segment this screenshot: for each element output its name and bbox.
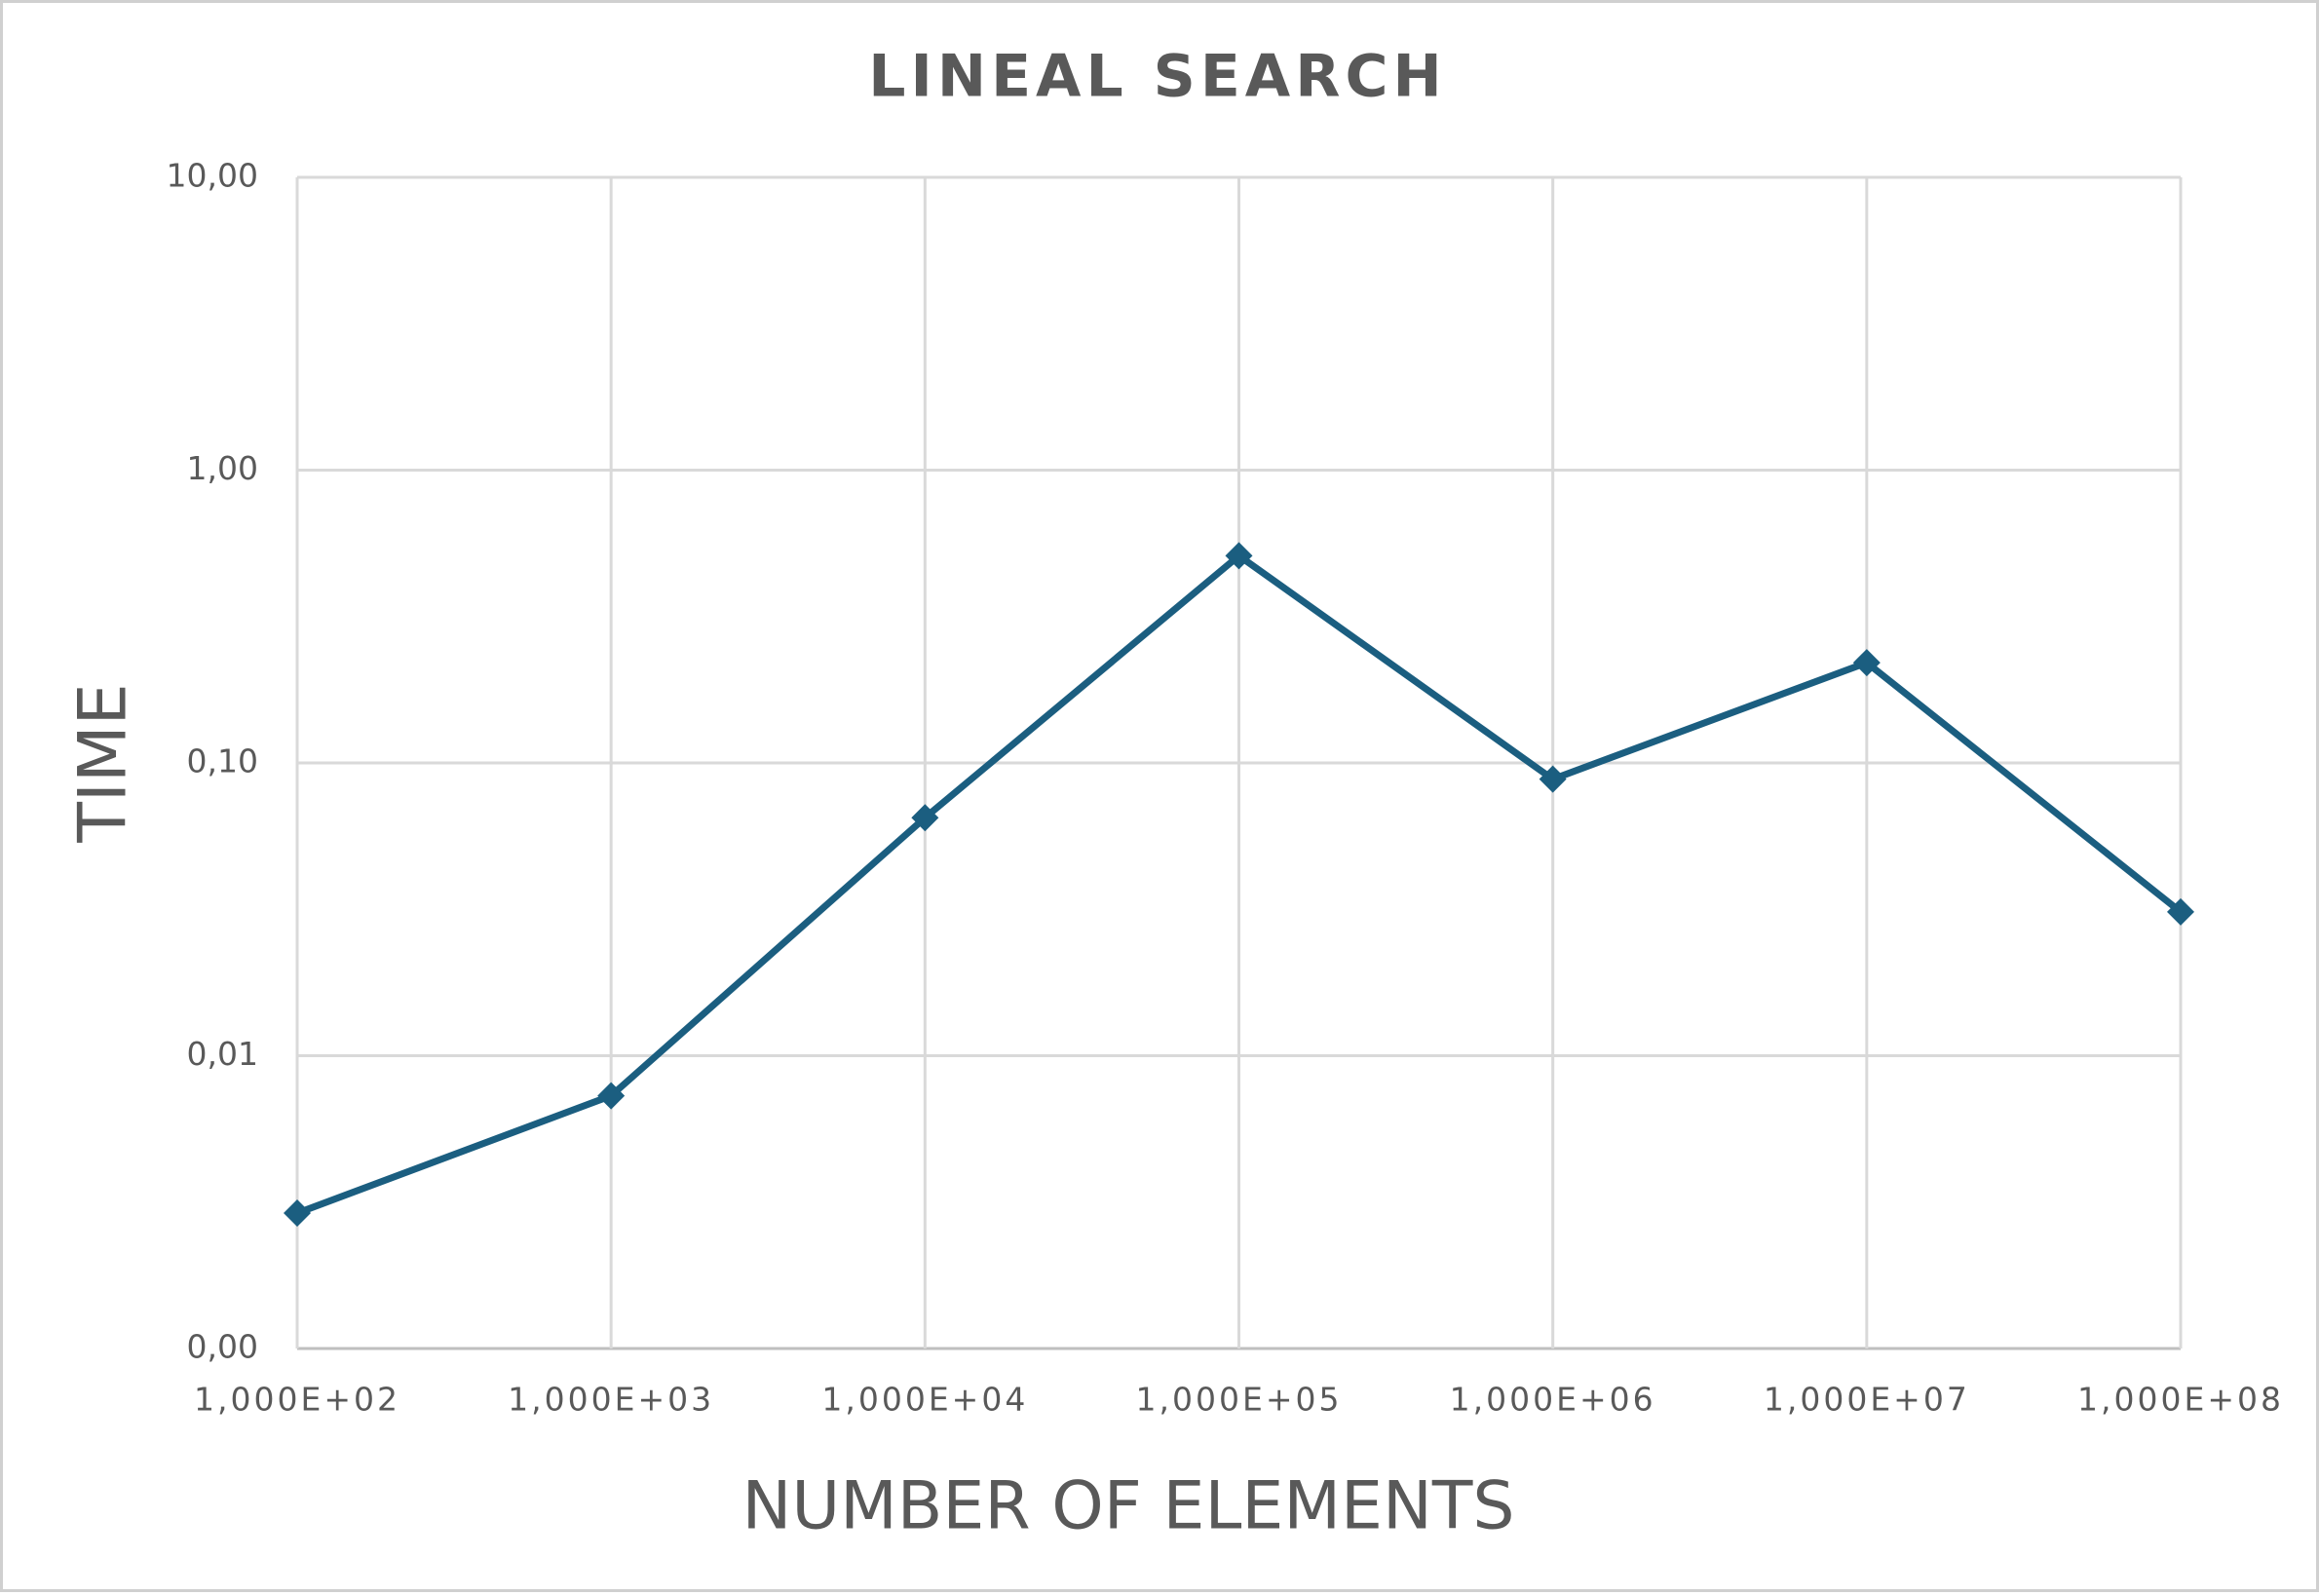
x-tick-label: 1,000E+04 [821,1381,1028,1419]
y-tick-label: 0,00 [187,1328,258,1366]
marker [1539,765,1567,793]
x-tick-label: 1,000E+07 [1764,1381,1970,1419]
x-tick-label: 1,000E+03 [508,1381,714,1419]
x-tick-label: 1,000E+02 [194,1381,400,1419]
x-tick-label: 1,000E+06 [1450,1381,1656,1419]
x-tick-label: 1,000E+08 [2077,1381,2284,1419]
marker [911,804,939,832]
y-tick-label: 1,00 [187,449,258,487]
x-tick-label: 1,000E+05 [1136,1381,1343,1419]
marker [1852,649,1881,677]
x-axis-title: NUMBER OF ELEMENTS [741,1468,1514,1545]
marker [284,1199,311,1228]
marker [597,1082,626,1110]
chart-title: LINEAL SEARCH [868,43,1446,111]
y-tick-label: 0,10 [187,742,258,780]
y-tick-label: 10,00 [167,157,258,195]
marker [1225,542,1253,570]
marker [2167,897,2194,926]
y-axis-title: TIME [65,683,142,843]
y-tick-label: 0,01 [187,1035,258,1073]
